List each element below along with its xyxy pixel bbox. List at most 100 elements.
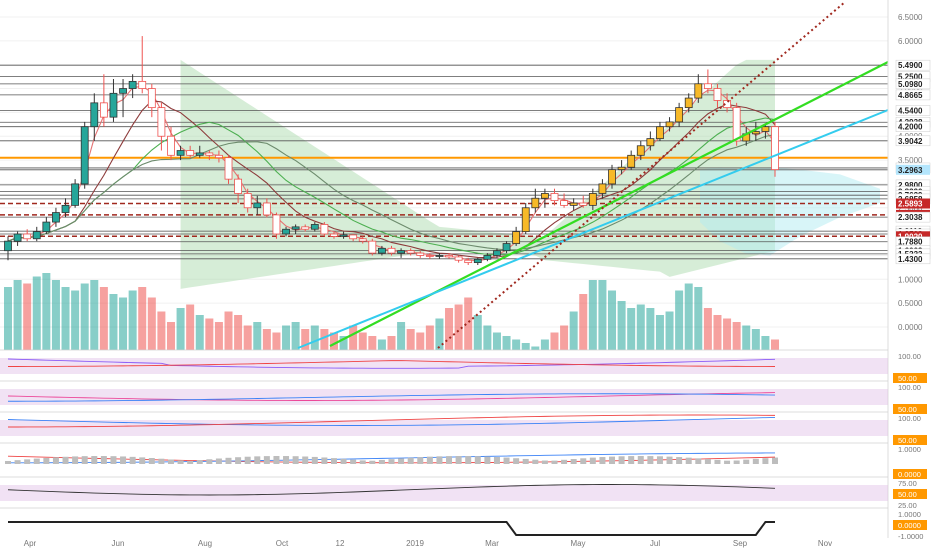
candle-body (521, 207, 530, 233)
candle-body (195, 152, 204, 156)
macd-histogram-bar (244, 456, 251, 464)
candle-body (445, 255, 453, 258)
volume-bar (531, 346, 540, 350)
volume-bar (23, 283, 32, 350)
macd-histogram-bar (321, 457, 328, 464)
volume-bar (51, 280, 60, 350)
panel-level-label: 100.00 (898, 383, 921, 392)
macd-histogram-bar (513, 458, 520, 464)
candle-body (598, 183, 607, 194)
y-tick-label: 6.5000 (898, 13, 923, 22)
macd-histogram-bar (647, 456, 654, 464)
price-label: 5.2500 (898, 73, 923, 82)
candle-body (99, 102, 108, 118)
macd-histogram-bar (733, 460, 740, 464)
price-label-box (895, 89, 931, 101)
volume-bar (521, 343, 530, 350)
macd-histogram-bar (465, 456, 472, 464)
macd-histogram-bar (455, 456, 462, 464)
panel-level-label: 50.00 (898, 436, 917, 445)
panel-level-label: 25.00 (898, 501, 917, 510)
macd-histogram-bar (340, 458, 347, 464)
panel-level-label: 0.0000 (898, 470, 921, 479)
volume-bar (329, 332, 338, 350)
x-tick-label: Oct (276, 539, 289, 548)
panel-level-label: 75.00 (898, 479, 917, 488)
y-tick-label: 1.0000 (898, 275, 923, 284)
candle-body (713, 88, 722, 101)
candle-body (464, 259, 473, 264)
signal-step-line (8, 521, 775, 536)
volume-bar (771, 339, 779, 350)
candle-body (483, 255, 492, 260)
price-label: 4.5400 (898, 106, 923, 115)
price-label: 5.0980 (898, 80, 923, 89)
macd-histogram-bar (177, 460, 184, 464)
macd-histogram-bar (618, 456, 625, 464)
macd-histogram-bar (52, 457, 59, 464)
candle-body (627, 154, 636, 168)
candle-body (732, 107, 741, 142)
volume-bar (42, 273, 51, 350)
stoch-signal-2 (7, 393, 776, 402)
volume-bar (32, 276, 41, 350)
volume-bar (138, 287, 147, 350)
macd-histogram-bar (446, 456, 453, 464)
volume-bar (4, 287, 12, 350)
macd-signal (7, 452, 776, 464)
volume-bar (636, 304, 645, 350)
panel-level-label: -1.0000 (898, 532, 923, 541)
candle-body (406, 250, 415, 254)
volume-bar (445, 308, 454, 350)
candle-body (502, 243, 511, 252)
x-tick-label: Jun (112, 539, 125, 548)
price-label-box (896, 231, 930, 242)
macd-histogram-bar (81, 456, 88, 464)
macd-histogram-bar (24, 459, 31, 464)
macd-histogram-bar (283, 456, 290, 464)
candle-body (13, 233, 22, 242)
volume-bar (473, 315, 482, 350)
price-label: 4.8665 (898, 91, 923, 100)
volume-bar (608, 290, 617, 350)
volume-bar (128, 290, 137, 350)
macd-histogram-bar (292, 456, 299, 464)
candle-body (330, 233, 338, 237)
volume-bar (205, 318, 214, 350)
macd-histogram-bar (656, 456, 663, 464)
macd-histogram-bar (120, 456, 127, 464)
volume-bar (339, 336, 348, 350)
volume-bar (377, 339, 386, 350)
macd-histogram-bar (129, 456, 136, 464)
volume-bar (147, 297, 156, 350)
volume-bar (387, 336, 396, 350)
macd-histogram-bar (484, 456, 491, 464)
macd-histogram-bar (398, 458, 405, 464)
candle-body (493, 250, 501, 256)
price-label-box (895, 78, 931, 90)
macd-histogram-bar (388, 459, 395, 464)
candle-body (684, 97, 693, 109)
ma-mid-line (7, 100, 776, 259)
candle-body (167, 135, 175, 156)
volume-bar (282, 325, 291, 350)
x-tick-label: Mar (485, 539, 499, 548)
price-label: 5.4900 (898, 61, 923, 70)
candle-body (119, 88, 127, 94)
candle-body (349, 234, 358, 240)
macd-histogram-bar (407, 457, 414, 464)
price-label-box (895, 135, 931, 147)
volume-bar (502, 336, 511, 350)
volume-bar (675, 290, 684, 350)
volume-bar (310, 325, 319, 350)
panel-level-label: 1.0000 (898, 445, 921, 454)
candle-body (205, 152, 214, 156)
candle-body (32, 231, 41, 240)
macd-histogram-bar (493, 457, 500, 464)
candle-body (454, 256, 463, 261)
macd-histogram-bar (311, 456, 318, 464)
macd-histogram-bar (273, 456, 280, 464)
candle-body (339, 234, 348, 237)
volume-bar (550, 332, 559, 350)
